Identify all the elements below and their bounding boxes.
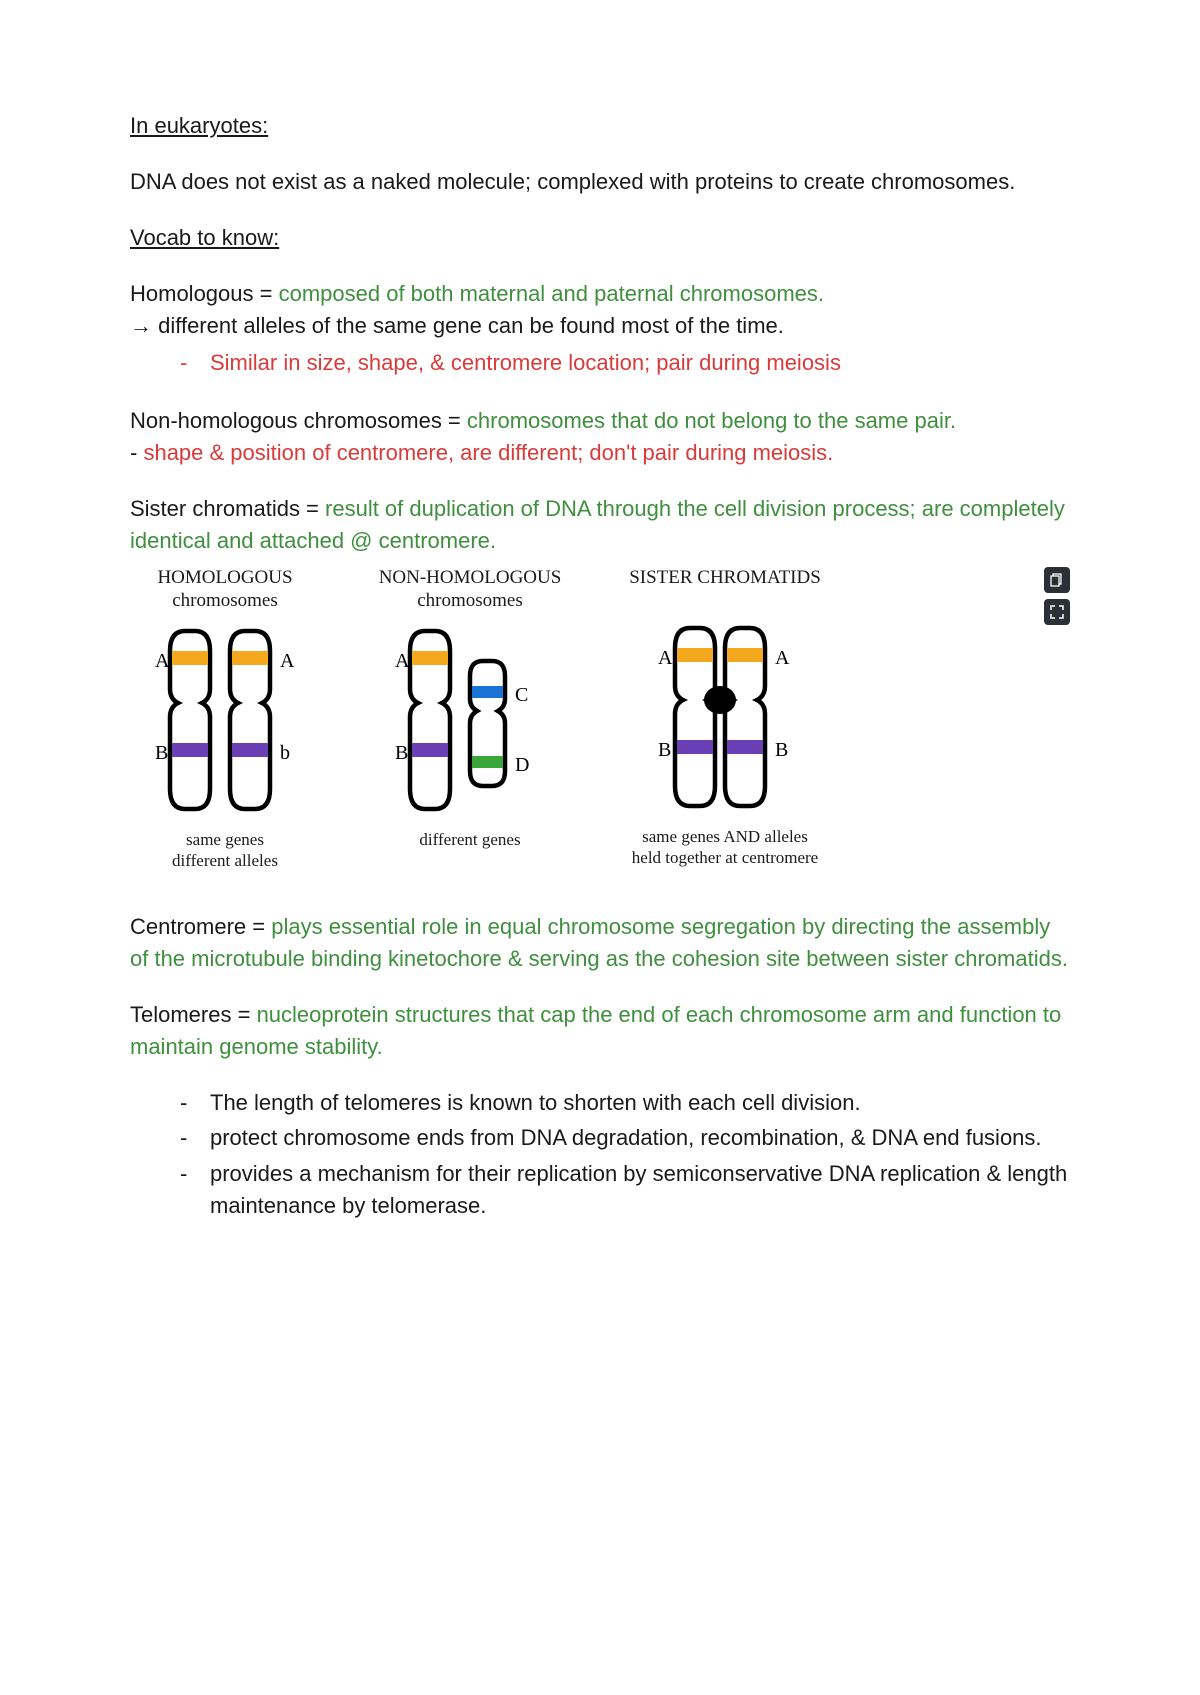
heading-vocab: Vocab to know: bbox=[130, 222, 1070, 254]
diagram-sister: SISTER CHROMATIDS A A B bbox=[620, 567, 830, 868]
svg-text:A: A bbox=[280, 650, 295, 672]
copy-icon[interactable] bbox=[1044, 567, 1070, 593]
homologous-svg: A A B b bbox=[130, 621, 320, 821]
nonhomologous-label: Non-homologous chromosomes = bbox=[130, 408, 467, 433]
svg-text:A: A bbox=[658, 647, 673, 669]
telomeres-label: Telomeres = bbox=[130, 1002, 257, 1027]
svg-text:b: b bbox=[280, 742, 290, 764]
telomere-b3: provides a mechanism for their replicati… bbox=[210, 1158, 1070, 1222]
homologous-block: Homologous = composed of both maternal a… bbox=[130, 278, 1070, 342]
svg-text:B: B bbox=[775, 739, 788, 761]
bullet-dash: - bbox=[180, 1087, 210, 1119]
sister-label: Sister chromatids = bbox=[130, 496, 325, 521]
nonhomologous-block: Non-homologous chromosomes = chromosomes… bbox=[130, 405, 1070, 469]
svg-text:D: D bbox=[515, 754, 529, 776]
intro-paragraph: DNA does not exist as a naked molecule; … bbox=[130, 166, 1070, 198]
svg-text:B: B bbox=[658, 739, 671, 761]
svg-text:A: A bbox=[395, 650, 410, 672]
telomeres-block: Telomeres = nucleoprotein structures tha… bbox=[130, 999, 1070, 1063]
sister-block: Sister chromatids = result of duplicatio… bbox=[130, 493, 1070, 557]
homologous-line2: → different alleles of the same gene can… bbox=[130, 310, 1070, 342]
homologous-def: composed of both maternal and paternal c… bbox=[279, 281, 824, 306]
col3-title: SISTER CHROMATIDS bbox=[629, 567, 821, 588]
bullet-dash: - bbox=[180, 1122, 210, 1154]
svg-text:A: A bbox=[775, 647, 790, 669]
diagram-wrap: HOMOLOGOUS chromosomes A A B b bbox=[130, 567, 1070, 871]
homologous-label: Homologous = bbox=[130, 281, 279, 306]
svg-text:B: B bbox=[395, 742, 408, 764]
bullet-dash: - bbox=[180, 347, 210, 379]
col3-cap1: same genes AND alleles bbox=[642, 827, 808, 846]
col2-title1: NON-HOMOLOGOUS bbox=[379, 567, 562, 588]
col1-title2: chromosomes bbox=[172, 590, 278, 611]
homologous-bullet: - Similar in size, shape, & centromere l… bbox=[130, 347, 1070, 379]
col1-cap1: same genes bbox=[186, 830, 264, 849]
col2-title2: chromosomes bbox=[417, 590, 523, 611]
diagram-nonhomologous: NON-HOMOLOGOUS chromosomes A B C bbox=[370, 567, 570, 871]
svg-text:A: A bbox=[155, 650, 170, 672]
col2-cap: different genes bbox=[419, 830, 520, 849]
svg-text:B: B bbox=[155, 742, 168, 764]
svg-text:C: C bbox=[515, 684, 528, 706]
bullet-dash: - bbox=[180, 1158, 210, 1222]
diagram-homologous: HOMOLOGOUS chromosomes A A B b bbox=[130, 567, 320, 871]
telomere-bullet-3: - provides a mechanism for their replica… bbox=[130, 1158, 1070, 1222]
centromere-label: Centromere = bbox=[130, 914, 271, 939]
col1-title1: HOMOLOGOUS bbox=[157, 567, 292, 588]
telomere-b2: protect chromosome ends from DNA degrada… bbox=[210, 1122, 1070, 1154]
telomere-bullet-2: - protect chromosome ends from DNA degra… bbox=[130, 1122, 1070, 1154]
nonhomologous-def: chromosomes that do not belong to the sa… bbox=[467, 408, 956, 433]
nonhomologous-line2-prefix: - bbox=[130, 440, 143, 465]
col1-cap2: different alleles bbox=[172, 851, 278, 870]
telomere-b1: The length of telomeres is known to shor… bbox=[210, 1087, 1070, 1119]
sister-svg: A A B B bbox=[620, 618, 830, 818]
page: In eukaryotes: DNA does not exist as a n… bbox=[0, 0, 1200, 1322]
centromere-block: Centromere = plays essential role in equ… bbox=[130, 911, 1070, 975]
col3-cap2: held together at centromere bbox=[632, 848, 818, 867]
nonhomologous-svg: A B C D bbox=[370, 621, 570, 821]
expand-icon[interactable] bbox=[1044, 599, 1070, 625]
telomere-bullet-1: - The length of telomeres is known to sh… bbox=[130, 1087, 1070, 1119]
heading-eukaryotes: In eukaryotes: bbox=[130, 110, 1070, 142]
telomeres-def: nucleoprotein structures that cap the en… bbox=[130, 1002, 1061, 1059]
nonhomologous-line2: shape & position of centromere, are diff… bbox=[143, 440, 833, 465]
homologous-bullet-text: Similar in size, shape, & centromere loc… bbox=[210, 347, 1070, 379]
side-icons bbox=[1044, 567, 1070, 625]
chromosome-diagram: HOMOLOGOUS chromosomes A A B b bbox=[130, 567, 1070, 871]
centromere-def: plays essential role in equal chromosome… bbox=[130, 914, 1068, 971]
